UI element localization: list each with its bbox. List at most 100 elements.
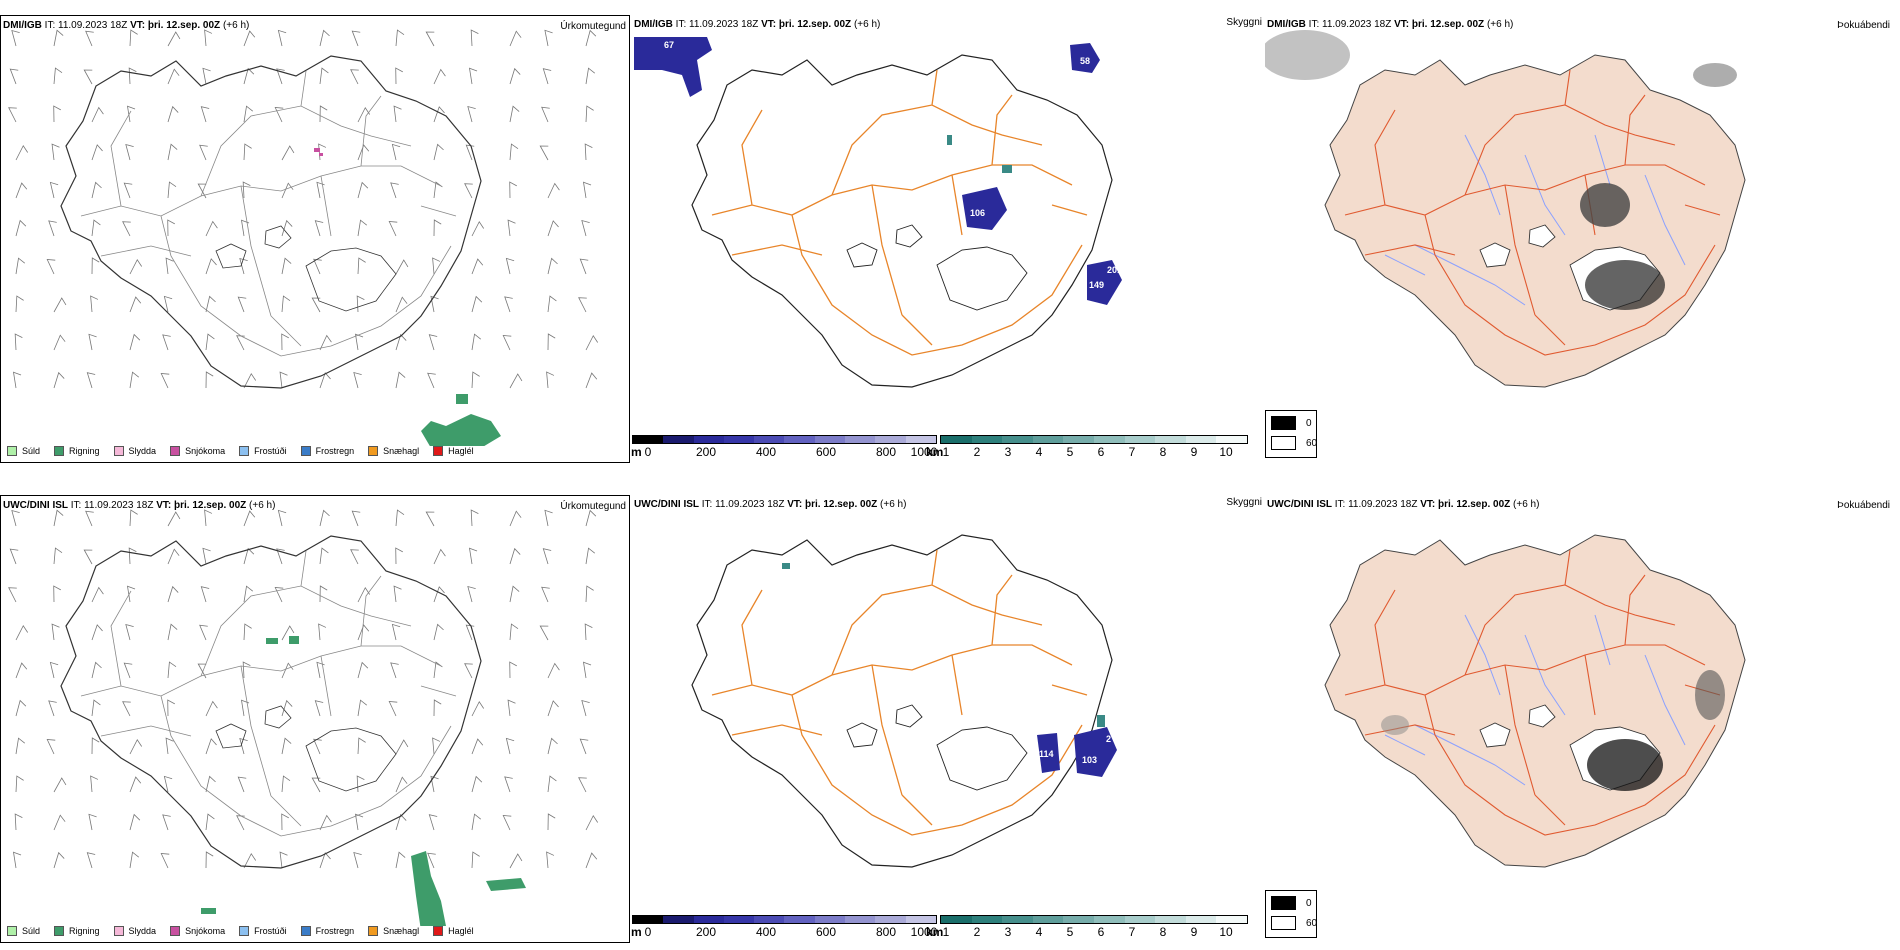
wind-barb (395, 67, 403, 85)
color-block (1093, 916, 1125, 923)
legend-item-graupel: Snæhagl (368, 926, 419, 936)
wind-barb (281, 219, 293, 237)
legend-item-freezing-drizzle: Frostúði (239, 446, 287, 456)
wind-barb (547, 220, 559, 237)
wind-barb (8, 587, 17, 603)
color-block (1185, 436, 1217, 443)
wind-barb (205, 333, 215, 351)
wind-barb (585, 67, 596, 85)
wind-barb (357, 624, 370, 641)
wind-barb (542, 68, 552, 85)
color-block (1185, 916, 1217, 923)
wind-barb (425, 511, 435, 527)
wind-barb (433, 219, 442, 237)
wind-barb (243, 105, 254, 123)
wind-barb (319, 814, 332, 831)
wind-barb (91, 106, 104, 123)
wind-barb (390, 182, 399, 199)
wind-barb (49, 661, 59, 679)
wind-barb (46, 739, 56, 755)
panel-header: UWC/DINI ISL IT: 11.09.2023 18Z VT: þri.… (634, 499, 907, 510)
wind-barb (236, 815, 245, 831)
wind-barb (281, 699, 293, 717)
color-block (1063, 436, 1094, 443)
precip-type-map (8, 29, 599, 446)
wind-barb (354, 333, 364, 351)
wind-barb (200, 106, 210, 123)
legend-item-freezing-rain: Frostregn (300, 446, 354, 456)
legend-swatch (433, 446, 444, 456)
wind-barb (205, 371, 214, 389)
wind-barb (205, 738, 217, 755)
wind-barb (433, 586, 445, 603)
wind-barb (353, 851, 362, 869)
wind-barb (502, 335, 512, 351)
wind-barb (277, 509, 287, 527)
fog-area (1585, 260, 1665, 310)
wind-barb (509, 661, 517, 679)
wind-barb (83, 549, 93, 565)
wind-barb (162, 814, 171, 831)
wind-barb (281, 737, 292, 755)
wind-barb (585, 814, 599, 831)
wind-barb (395, 851, 406, 869)
wind-barb (48, 700, 57, 717)
color-block (663, 436, 694, 443)
wind-barb (467, 105, 476, 123)
color-block (845, 916, 876, 923)
wind-barb (539, 145, 549, 161)
wind-barb (509, 547, 521, 565)
wind-barb (502, 815, 512, 831)
legend-swatch (170, 446, 181, 456)
wind-barb (85, 510, 94, 527)
fog-map (1324, 534, 1746, 868)
wind-barb (432, 737, 441, 755)
fog-map (1265, 30, 1746, 388)
legend-item-rain: Rigning (54, 446, 100, 456)
wind-barb (281, 182, 294, 199)
wind-barb (470, 29, 479, 47)
wind-barb (53, 67, 63, 85)
color-block (905, 436, 936, 443)
wind-barb (585, 547, 596, 565)
color-block (1155, 916, 1186, 923)
wind-barb (351, 30, 361, 47)
wind-barb (90, 775, 99, 793)
wind-barb (585, 105, 594, 123)
iceland-outline (1324, 54, 1746, 388)
wind-barb (467, 585, 476, 603)
legend-swatch (368, 926, 379, 936)
legend-swatch (1271, 416, 1296, 430)
wind-barb (546, 371, 555, 389)
wind-barb (357, 106, 371, 123)
wind-barb (205, 775, 216, 793)
color-block (905, 916, 936, 923)
wind-barb (160, 373, 170, 389)
wind-barb (122, 221, 131, 237)
color-block (1093, 436, 1125, 443)
panel-header: DMI/IGB IT: 11.09.2023 18Z VT: þri. 12.s… (3, 20, 250, 31)
wind-barb (430, 295, 439, 313)
legend-swatch (54, 926, 65, 936)
wind-barb (464, 663, 473, 679)
wind-barb (319, 547, 329, 565)
wind-barb (395, 296, 408, 313)
wind-barb (581, 219, 590, 237)
color-block (971, 916, 1003, 923)
color-block (693, 436, 724, 443)
wind-barb (541, 106, 550, 123)
wind-barb (160, 853, 170, 869)
wind-barb (243, 623, 252, 641)
legend-swatch (7, 926, 17, 936)
wind-barb (388, 701, 398, 717)
wind-barb (53, 777, 67, 793)
wind-barb (509, 143, 519, 161)
wind-barb (311, 297, 321, 313)
cloud-base-value: 201 (1107, 265, 1122, 275)
wind-barb (165, 257, 174, 275)
cloud-base-value: 106 (970, 208, 985, 218)
wind-barb (433, 106, 445, 123)
legend-swatch (300, 446, 311, 456)
rain-area (289, 636, 299, 644)
wind-barb (129, 296, 142, 313)
